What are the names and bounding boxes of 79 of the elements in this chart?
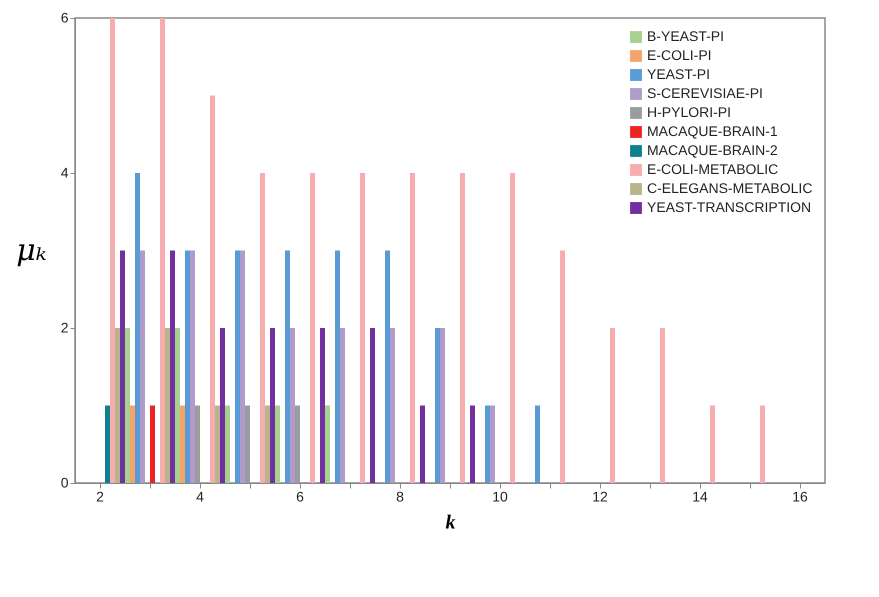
bar xyxy=(340,328,345,483)
bar xyxy=(110,18,115,483)
bar xyxy=(660,328,665,483)
bar xyxy=(130,406,135,483)
legend-label: MACAQUE-BRAIN-1 xyxy=(647,123,778,139)
legend-label: E-COLI-METABOLIC xyxy=(647,161,778,177)
bar xyxy=(435,328,440,483)
bar xyxy=(140,250,145,483)
x-tick-label: 10 xyxy=(492,488,508,504)
bar xyxy=(510,173,515,483)
bar xyxy=(135,173,140,483)
legend-label: MACAQUE-BRAIN-2 xyxy=(647,142,778,158)
bar xyxy=(225,406,230,483)
x-tick-label: 14 xyxy=(692,488,708,504)
y-tick-label: 4 xyxy=(60,164,69,180)
bar xyxy=(290,328,295,483)
bar xyxy=(260,173,265,483)
legend-label: B-YEAST-PI xyxy=(647,28,724,44)
bar xyxy=(195,406,200,483)
bar xyxy=(385,250,390,483)
bar xyxy=(420,406,425,483)
bar xyxy=(560,250,565,483)
bar xyxy=(165,328,170,483)
bar xyxy=(610,328,615,483)
bar xyxy=(390,328,395,483)
bar xyxy=(180,406,185,483)
x-tick-label: 6 xyxy=(296,488,304,504)
bar xyxy=(170,250,175,483)
bar xyxy=(175,328,180,483)
bar xyxy=(105,406,110,483)
x-tick-label: 16 xyxy=(792,488,808,504)
bar xyxy=(360,173,365,483)
legend-label: YEAST-TRANSCRIPTION xyxy=(647,199,812,215)
bar xyxy=(120,250,125,483)
bar xyxy=(240,250,245,483)
bar xyxy=(210,96,215,483)
bar xyxy=(185,250,190,483)
bar xyxy=(215,406,220,483)
bar xyxy=(760,406,765,483)
bar xyxy=(265,406,270,483)
bar xyxy=(370,328,375,483)
y-tick-label: 2 xyxy=(60,320,69,336)
bar xyxy=(295,406,300,483)
bar xyxy=(710,406,715,483)
bar xyxy=(335,250,340,483)
bar xyxy=(235,250,240,483)
bar xyxy=(245,406,250,483)
x-tick-label: 2 xyxy=(96,488,104,504)
bar xyxy=(270,328,275,483)
bar xyxy=(410,173,415,483)
legend-label: E-COLI-PI xyxy=(647,47,712,63)
bar xyxy=(325,406,330,483)
bar xyxy=(125,328,130,483)
bar xyxy=(150,406,155,483)
y-tick-label: 0 xyxy=(60,474,69,490)
bar xyxy=(220,328,225,483)
bar xyxy=(115,328,120,483)
legend-label: S-CEREVISIAE-PI xyxy=(647,85,763,101)
legend-label: C-ELEGANS-METABOLIC xyxy=(647,180,812,196)
bar xyxy=(190,250,195,483)
bar xyxy=(490,406,495,483)
bar xyxy=(485,406,490,483)
y-tick-label: 6 xyxy=(60,10,69,26)
bar xyxy=(320,328,325,483)
bar xyxy=(535,406,540,483)
x-tick-label: 4 xyxy=(196,488,204,504)
bar xyxy=(160,18,165,483)
y-axis-title: μₖ xyxy=(16,233,47,268)
bar xyxy=(470,406,475,483)
bar xyxy=(310,173,315,483)
x-axis-title: k xyxy=(446,512,456,534)
legend-label: YEAST-PI xyxy=(647,66,710,82)
x-tick-label: 8 xyxy=(396,488,404,504)
bar xyxy=(440,328,445,483)
bar xyxy=(285,250,290,483)
x-tick-label: 12 xyxy=(592,488,608,504)
bar xyxy=(460,173,465,483)
legend-label: H-PYLORI-PI xyxy=(647,104,732,120)
bar xyxy=(275,406,280,483)
